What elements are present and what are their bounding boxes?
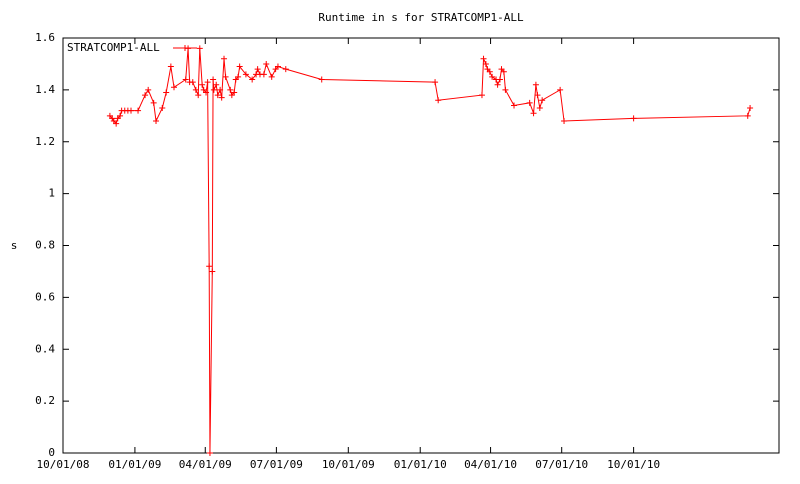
point-marker <box>222 73 229 80</box>
point-marker <box>221 55 228 62</box>
point-marker <box>500 68 507 75</box>
point-marker <box>231 89 238 96</box>
point-marker <box>206 450 213 456</box>
y-tick-label: 1.2 <box>35 135 55 148</box>
point-marker <box>189 79 196 86</box>
point-marker <box>196 45 203 52</box>
point-marker <box>534 92 541 99</box>
point-marker <box>128 107 135 114</box>
point-marker <box>150 99 157 106</box>
point-marker <box>210 86 217 93</box>
point-marker <box>530 110 537 117</box>
point-marker <box>263 60 270 67</box>
point-marker <box>206 263 213 270</box>
point-marker <box>203 89 210 96</box>
point-marker <box>282 66 289 73</box>
y-tick-label: 0 <box>48 446 55 459</box>
point-marker <box>204 79 211 86</box>
x-tick-label: 04/01/10 <box>464 458 517 471</box>
y-axis-label: s <box>11 239 18 252</box>
point-marker <box>142 92 149 99</box>
point-marker <box>210 76 217 83</box>
point-marker <box>489 73 496 80</box>
point-marker <box>511 102 518 109</box>
point-marker <box>217 86 224 93</box>
y-tick-label: 1.6 <box>35 31 55 44</box>
y-tick-label: 0.2 <box>35 394 55 407</box>
y-tick-label: 1.4 <box>35 83 55 96</box>
point-marker <box>153 118 160 124</box>
point-marker <box>630 115 637 122</box>
point-marker <box>170 84 177 91</box>
point-marker <box>182 76 189 83</box>
point-marker <box>274 63 281 70</box>
point-marker <box>167 63 174 70</box>
point-marker <box>218 94 225 101</box>
point-marker <box>159 105 166 112</box>
point-marker <box>526 99 533 106</box>
point-marker <box>502 86 509 93</box>
point-marker <box>496 76 503 83</box>
point-marker <box>163 89 170 96</box>
point-marker <box>486 68 493 75</box>
series-line <box>109 48 751 454</box>
point-marker <box>744 112 751 119</box>
x-tick-label: 04/01/09 <box>179 458 232 471</box>
point-marker <box>249 76 256 83</box>
point-marker <box>539 97 546 104</box>
point-marker <box>536 105 543 112</box>
point-marker <box>209 268 216 275</box>
point-marker <box>432 79 439 86</box>
point-marker <box>561 118 568 124</box>
point-marker <box>435 97 442 104</box>
point-marker <box>227 86 234 93</box>
x-tick-label: 07/01/09 <box>250 458 303 471</box>
point-marker <box>268 73 275 80</box>
y-tick-label: 0.4 <box>35 342 55 355</box>
point-marker <box>494 81 501 88</box>
y-tick-label: 0.8 <box>35 239 55 252</box>
point-marker <box>478 92 485 99</box>
x-tick-label: 01/01/10 <box>394 458 447 471</box>
point-marker <box>235 73 242 80</box>
point-marker <box>135 107 142 114</box>
point-marker <box>318 76 325 83</box>
point-marker <box>214 92 221 99</box>
point-marker <box>242 71 249 78</box>
point-marker <box>480 55 487 62</box>
point-marker <box>532 81 539 88</box>
legend-marker <box>182 45 188 51</box>
point-marker <box>260 71 267 78</box>
point-marker <box>482 60 489 67</box>
point-marker <box>747 105 754 112</box>
plot-frame <box>62 37 780 454</box>
legend-label: STRATCOMP1-ALL <box>67 41 160 54</box>
y-tick-label: 0.6 <box>35 290 55 303</box>
x-tick-label: 10/01/10 <box>607 458 660 471</box>
x-tick-label: 01/01/09 <box>108 458 161 471</box>
point-marker <box>117 112 124 119</box>
point-marker <box>199 81 206 88</box>
y-tick-label: 1 <box>48 187 55 200</box>
point-marker <box>213 81 220 88</box>
x-tick-label: 10/01/08 <box>37 458 90 471</box>
point-marker <box>254 66 261 73</box>
x-tick-label: 07/01/10 <box>535 458 588 471</box>
point-marker <box>195 92 202 99</box>
x-tick-label: 10/01/09 <box>322 458 375 471</box>
point-marker <box>113 120 120 127</box>
chart-title: Runtime in s for STRATCOMP1-ALL <box>318 11 524 24</box>
point-marker <box>557 86 564 93</box>
point-marker <box>192 86 199 93</box>
point-marker <box>145 86 152 93</box>
point-marker <box>236 63 243 70</box>
